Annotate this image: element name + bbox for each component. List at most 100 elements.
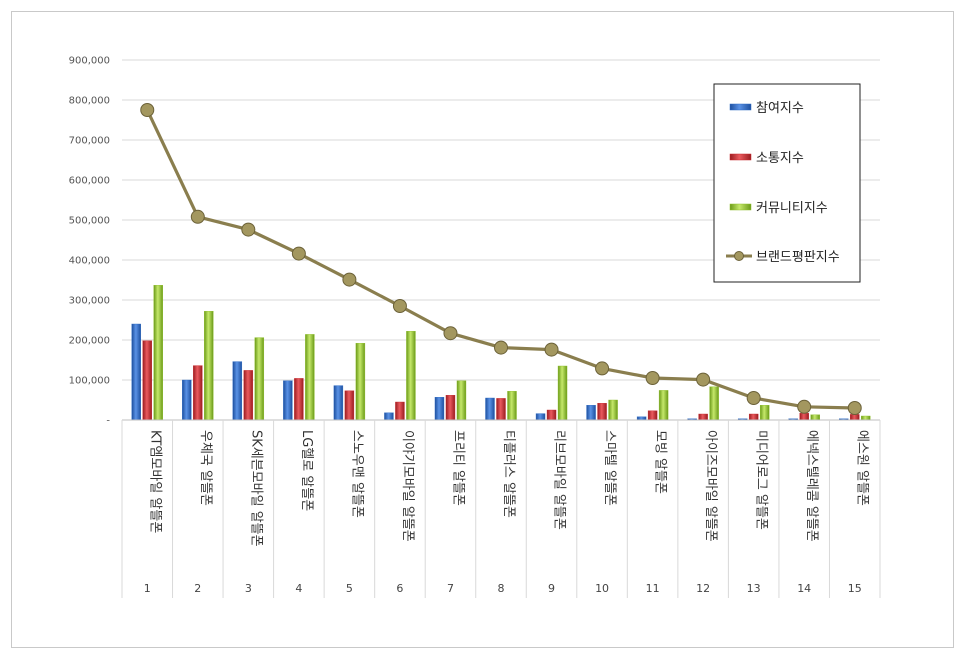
y-tick-label: 700,000 [69, 136, 110, 147]
bar [759, 405, 770, 421]
category-label: 이야기모바일 알뜰폰 [400, 430, 415, 542]
rank-label: 10 [595, 582, 609, 595]
rank-label: 6 [396, 582, 403, 595]
rank-label: 9 [548, 582, 555, 595]
y-tick-label: 900,000 [69, 56, 110, 67]
bar [546, 409, 557, 421]
category-label: 우체국 알뜰폰 [198, 430, 213, 506]
line-point [645, 371, 660, 385]
line-point [595, 361, 610, 376]
y-tick-label: - [106, 416, 110, 427]
line-point [392, 299, 407, 313]
bar [698, 413, 708, 421]
bar [748, 413, 759, 421]
bar [658, 390, 669, 421]
line-point [443, 326, 458, 341]
bar [182, 379, 192, 421]
legend-swatch [729, 203, 752, 211]
line-point [291, 246, 306, 261]
y-tick-label: 200,000 [69, 336, 110, 347]
bar [647, 410, 658, 421]
category-label: 프리티 알뜰폰 [450, 430, 465, 506]
rank-label: 8 [498, 582, 505, 595]
y-tick-label: 100,000 [69, 376, 110, 387]
bar [254, 337, 265, 421]
bar [597, 403, 607, 421]
line-point [797, 399, 812, 414]
bar [608, 399, 618, 421]
bar [445, 395, 456, 421]
rank-label: 13 [747, 582, 761, 595]
line-point [140, 103, 155, 117]
bar [305, 334, 315, 421]
bar [850, 414, 860, 421]
category-label: 에넥스텔레콤 알뜰폰 [804, 430, 819, 542]
rank-label: 2 [194, 582, 201, 595]
legend-swatch-marker [734, 251, 744, 261]
bar [586, 405, 596, 421]
rank-label: 1 [144, 582, 151, 595]
category-label: 모빙 알뜰폰 [653, 430, 668, 494]
y-tick-label: 500,000 [69, 216, 110, 227]
bar [153, 285, 163, 421]
y-tick-label: 400,000 [69, 256, 110, 267]
line-point [241, 222, 256, 237]
category-label: 스노우맨 알뜰폰 [349, 430, 364, 518]
bar [131, 323, 141, 421]
legend-label: 커뮤니티지수 [756, 201, 828, 216]
y-tick-label: 600,000 [69, 176, 110, 187]
bar [243, 370, 254, 421]
legend-box [713, 83, 861, 283]
rank-label: 15 [848, 582, 862, 595]
bar [142, 340, 152, 421]
line-point [544, 342, 559, 357]
rank-label: 5 [346, 582, 353, 595]
bar [344, 390, 355, 421]
bar [496, 398, 506, 421]
bar [232, 361, 243, 421]
bar [434, 397, 445, 421]
category-label: KT엠모바일 알뜰폰 [147, 430, 162, 533]
legend-label: 참여지수 [756, 101, 804, 116]
brand-index-line [140, 103, 862, 415]
legend-label: 소통지수 [756, 151, 804, 166]
line-point [494, 340, 508, 355]
bar [204, 311, 214, 421]
legend-swatch [729, 153, 752, 161]
bar [333, 385, 344, 421]
category-label: 아이즈모바일 알뜰폰 [703, 430, 718, 542]
y-tick-label: 300,000 [69, 296, 110, 307]
rank-label: 4 [295, 582, 302, 595]
category-label: 티플러스 알뜰폰 [501, 430, 516, 518]
y-tick-label: 800,000 [69, 96, 110, 107]
line-point [190, 209, 205, 224]
line-point [847, 401, 862, 415]
bar [355, 343, 366, 421]
bar [485, 397, 495, 421]
bar [294, 378, 304, 421]
bar [507, 391, 517, 421]
line-point [746, 391, 761, 405]
bar [861, 415, 871, 421]
bar [799, 413, 809, 421]
rank-label: 3 [245, 582, 252, 595]
bar [810, 414, 820, 421]
line-point [342, 272, 357, 287]
legend-swatch [729, 103, 752, 111]
bar [406, 331, 416, 421]
bar [193, 365, 203, 421]
line-point [696, 372, 711, 387]
category-label: 에스원 알뜰폰 [855, 430, 870, 506]
bars [131, 285, 871, 421]
bar [395, 401, 405, 421]
bar [557, 365, 568, 421]
rank-label: 12 [696, 582, 710, 595]
bar [384, 412, 394, 421]
category-label: 리브모바일 알뜰폰 [552, 430, 567, 530]
bar [709, 386, 719, 421]
y-axis: - 100,000 200,000 300,000 400,000 500,000 600,… [69, 56, 111, 427]
rank-label: 14 [797, 582, 811, 595]
legend-label: 브랜드평판지수 [756, 250, 840, 265]
